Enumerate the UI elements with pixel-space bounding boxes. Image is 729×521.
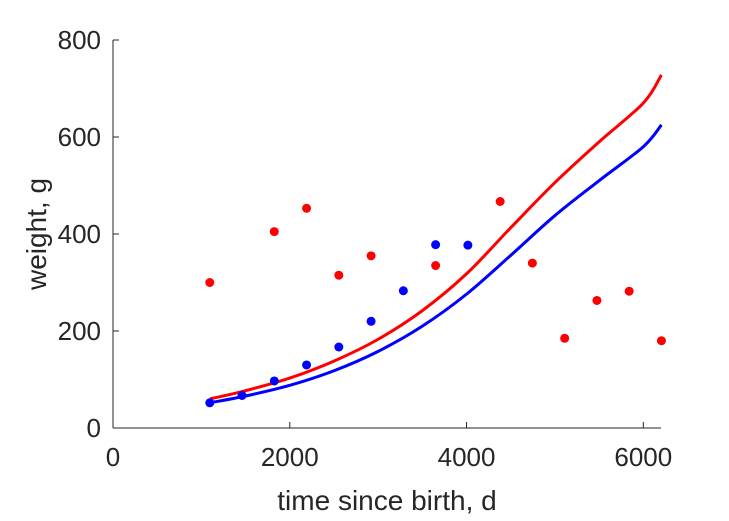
data-point-red bbox=[334, 270, 344, 280]
data-point-red bbox=[592, 295, 602, 305]
data-point-red bbox=[431, 261, 441, 271]
data-point-red bbox=[656, 336, 666, 346]
x-tick-label: 6000 bbox=[614, 442, 672, 472]
fit-curve-red bbox=[209, 74, 663, 401]
plot-area bbox=[205, 74, 666, 408]
y-axis-title: weight, g bbox=[21, 178, 52, 291]
data-point-red bbox=[527, 258, 537, 268]
data-point-blue bbox=[366, 316, 376, 326]
data-point-blue bbox=[463, 240, 473, 250]
y-tick-label: 400 bbox=[58, 219, 101, 249]
x-axis-title: time since birth, d bbox=[277, 485, 496, 516]
y-tick-label: 800 bbox=[58, 25, 101, 55]
x-tick-label: 4000 bbox=[438, 442, 496, 472]
y-tick-label: 600 bbox=[58, 122, 101, 152]
data-point-blue bbox=[302, 360, 312, 370]
axis-ticks: 0 200 400 600 800 0 2000 4000 6000 bbox=[58, 25, 673, 472]
data-point-red bbox=[302, 203, 312, 213]
data-point-red bbox=[495, 197, 505, 207]
data-point-blue bbox=[205, 398, 215, 408]
x-tick-label: 2000 bbox=[261, 442, 319, 472]
x-tick-label: 0 bbox=[106, 442, 120, 472]
data-point-red bbox=[366, 251, 376, 261]
data-point-blue bbox=[237, 391, 247, 401]
data-point-blue bbox=[431, 240, 441, 250]
data-point-blue bbox=[269, 376, 279, 386]
data-point-red bbox=[269, 227, 279, 237]
data-point-red bbox=[205, 278, 215, 287]
y-tick-label: 0 bbox=[87, 413, 101, 443]
data-point-red bbox=[560, 333, 570, 343]
data-point-blue bbox=[398, 286, 408, 296]
y-tick-label: 200 bbox=[58, 316, 101, 346]
data-point-red bbox=[624, 286, 634, 296]
data-point-blue bbox=[334, 342, 344, 352]
fit-curve-blue bbox=[209, 123, 663, 405]
